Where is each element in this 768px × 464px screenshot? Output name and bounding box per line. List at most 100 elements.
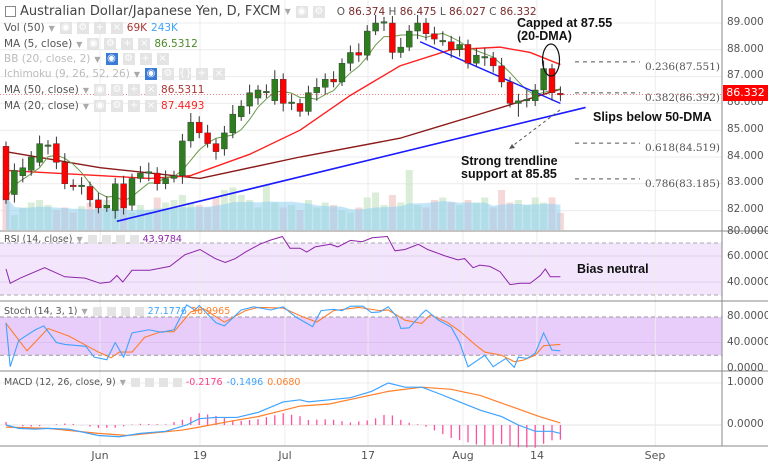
braces-icon[interactable]: {} bbox=[178, 68, 192, 80]
eye-icon[interactable]: ◉ bbox=[94, 100, 107, 112]
legend-stoch[interactable]: Stoch (14, 3, 1) ▼ 27.1776 36.9965 bbox=[4, 306, 231, 317]
x-tick: Jun bbox=[91, 449, 109, 462]
gear-icon[interactable]: ⚙ bbox=[111, 100, 124, 112]
stoch-tick: 80.0000 bbox=[727, 310, 768, 322]
x-tick: 14 bbox=[530, 449, 544, 462]
close-icon[interactable]: × bbox=[110, 22, 123, 34]
eye-icon[interactable] bbox=[130, 378, 140, 387]
candle-up bbox=[44, 144, 52, 147]
macd-tick: 1.0000 bbox=[727, 376, 764, 388]
close-icon[interactable]: × bbox=[138, 38, 151, 50]
macd-signal-line bbox=[5, 386, 561, 437]
gear-icon[interactable] bbox=[144, 378, 154, 387]
candle-down bbox=[548, 68, 556, 93]
candle-up bbox=[162, 178, 169, 185]
price-tick: 84.000 bbox=[727, 150, 764, 162]
legend-ma50[interactable]: MA (50, close) ▼ ◉ ⚙ + × 86.5311 bbox=[4, 84, 205, 96]
arrow-head-icon bbox=[509, 144, 515, 149]
rsi-tick: 80.0000 bbox=[727, 225, 768, 237]
volume-bar bbox=[405, 170, 413, 230]
candle-down bbox=[431, 33, 438, 40]
candle-up bbox=[19, 167, 26, 176]
macd-tick: 0.0000 bbox=[727, 418, 764, 430]
legend-ma5[interactable]: MA (5, close) ▼ ◉ ⚙ + × 86.5312 bbox=[4, 38, 198, 50]
plus-icon[interactable]: + bbox=[128, 100, 141, 112]
eye-icon[interactable]: ◉ bbox=[94, 84, 107, 96]
fib-label: 0.382(86.392) bbox=[645, 92, 720, 104]
candle-down bbox=[557, 93, 564, 96]
plus-icon[interactable] bbox=[120, 307, 130, 316]
candle-up bbox=[103, 205, 111, 209]
plus-icon[interactable]: + bbox=[128, 84, 141, 96]
legend-ichimoku[interactable]: Ichimoku (9, 26, 52, 26) ▼ ◉ ⚙{} + × bbox=[4, 68, 225, 80]
candle-down bbox=[498, 65, 505, 83]
close-icon[interactable] bbox=[172, 378, 182, 387]
gear-icon[interactable] bbox=[106, 307, 116, 316]
candle-up bbox=[263, 91, 270, 94]
legend-macd[interactable]: MACD (12, 26, close, 9) ▼ -0.2176 -0.1496 0… bbox=[4, 377, 301, 388]
resistance-trendline bbox=[419, 41, 561, 105]
candle-up bbox=[254, 89, 262, 99]
gear-icon[interactable]: ⚙ bbox=[161, 68, 174, 80]
close-icon[interactable]: × bbox=[212, 68, 225, 80]
candle-down bbox=[69, 184, 77, 187]
legend-rsi[interactable]: RSI (14, close) ▼ 43.9784 bbox=[4, 234, 182, 245]
plus-icon[interactable] bbox=[115, 235, 125, 244]
eye-icon[interactable] bbox=[87, 235, 97, 244]
legend-ma20[interactable]: MA (20, close) ▼ ◉ ⚙ + × 87.4493 bbox=[4, 100, 205, 112]
eye-icon[interactable] bbox=[92, 307, 102, 316]
candle-up bbox=[179, 140, 186, 176]
eye-icon[interactable]: ◉ bbox=[87, 38, 100, 50]
stoch-tick: 40.0000 bbox=[727, 336, 768, 348]
legend-vol[interactable]: Vol (50) ▼ ◉ ⚙ + × 69K 243K bbox=[4, 22, 178, 34]
chevron-down-icon[interactable]: ▼ bbox=[284, 7, 291, 16]
plus-icon[interactable]: + bbox=[195, 68, 208, 80]
close-icon[interactable] bbox=[129, 235, 139, 244]
x-tick: 19 bbox=[193, 449, 207, 462]
gear-icon[interactable]: ⚙ bbox=[111, 84, 124, 96]
gear-icon[interactable]: ⚙ bbox=[76, 22, 89, 34]
annotation-bias: Bias neutral bbox=[577, 262, 649, 276]
close-icon[interactable]: × bbox=[156, 53, 169, 65]
rsi-line bbox=[5, 235, 561, 286]
eye-icon[interactable]: ◉ bbox=[59, 22, 72, 34]
candle-down bbox=[120, 183, 127, 209]
annotation-capped: Capped at 87.55 (20-DMA) bbox=[517, 16, 613, 43]
candle-up bbox=[397, 46, 404, 53]
plus-icon[interactable]: + bbox=[121, 38, 134, 50]
chart-title: Australian Dollar/Japanese Yen, D, FXCM bbox=[20, 4, 281, 19]
plus-icon[interactable]: + bbox=[139, 53, 152, 65]
collapse-icon[interactable] bbox=[5, 6, 16, 17]
plus-icon[interactable]: + bbox=[93, 22, 106, 34]
close-icon[interactable] bbox=[134, 307, 144, 316]
support-trendline bbox=[116, 106, 586, 223]
gear-icon[interactable]: ⚙ bbox=[122, 53, 135, 65]
candle-down bbox=[2, 146, 10, 201]
candle-up bbox=[36, 143, 43, 163]
eye-hidden-icon[interactable]: ◉ bbox=[105, 53, 118, 65]
gear-icon[interactable] bbox=[101, 235, 111, 244]
candle-up bbox=[288, 101, 295, 104]
close-icon[interactable]: × bbox=[145, 100, 158, 112]
rsi-tick: 60.0000 bbox=[727, 250, 768, 262]
eye-hidden-icon[interactable]: ◉ bbox=[144, 68, 157, 80]
close-icon[interactable]: × bbox=[145, 84, 158, 96]
candle-down bbox=[490, 57, 497, 67]
candle-up bbox=[372, 22, 379, 32]
volume-ma-area bbox=[6, 197, 561, 230]
candle-down bbox=[296, 103, 304, 112]
plus-icon[interactable] bbox=[158, 378, 168, 387]
stoch-k-line bbox=[5, 304, 561, 369]
gear-icon[interactable]: ⚙ bbox=[312, 5, 325, 18]
price-tick: 87.000 bbox=[727, 69, 764, 81]
eye-icon[interactable]: ◉ bbox=[295, 5, 308, 18]
candle-up bbox=[28, 156, 35, 171]
gear-icon[interactable]: ⚙ bbox=[104, 38, 117, 50]
candle-up bbox=[364, 30, 371, 56]
price-tick: 82.000 bbox=[727, 203, 764, 215]
candle-up bbox=[456, 44, 463, 50]
price-tick: 83.000 bbox=[727, 176, 764, 188]
legend-bb[interactable]: BB (20, close, 2) ▼ ◉ ⚙ + × bbox=[4, 53, 169, 65]
candle-up bbox=[473, 54, 480, 64]
